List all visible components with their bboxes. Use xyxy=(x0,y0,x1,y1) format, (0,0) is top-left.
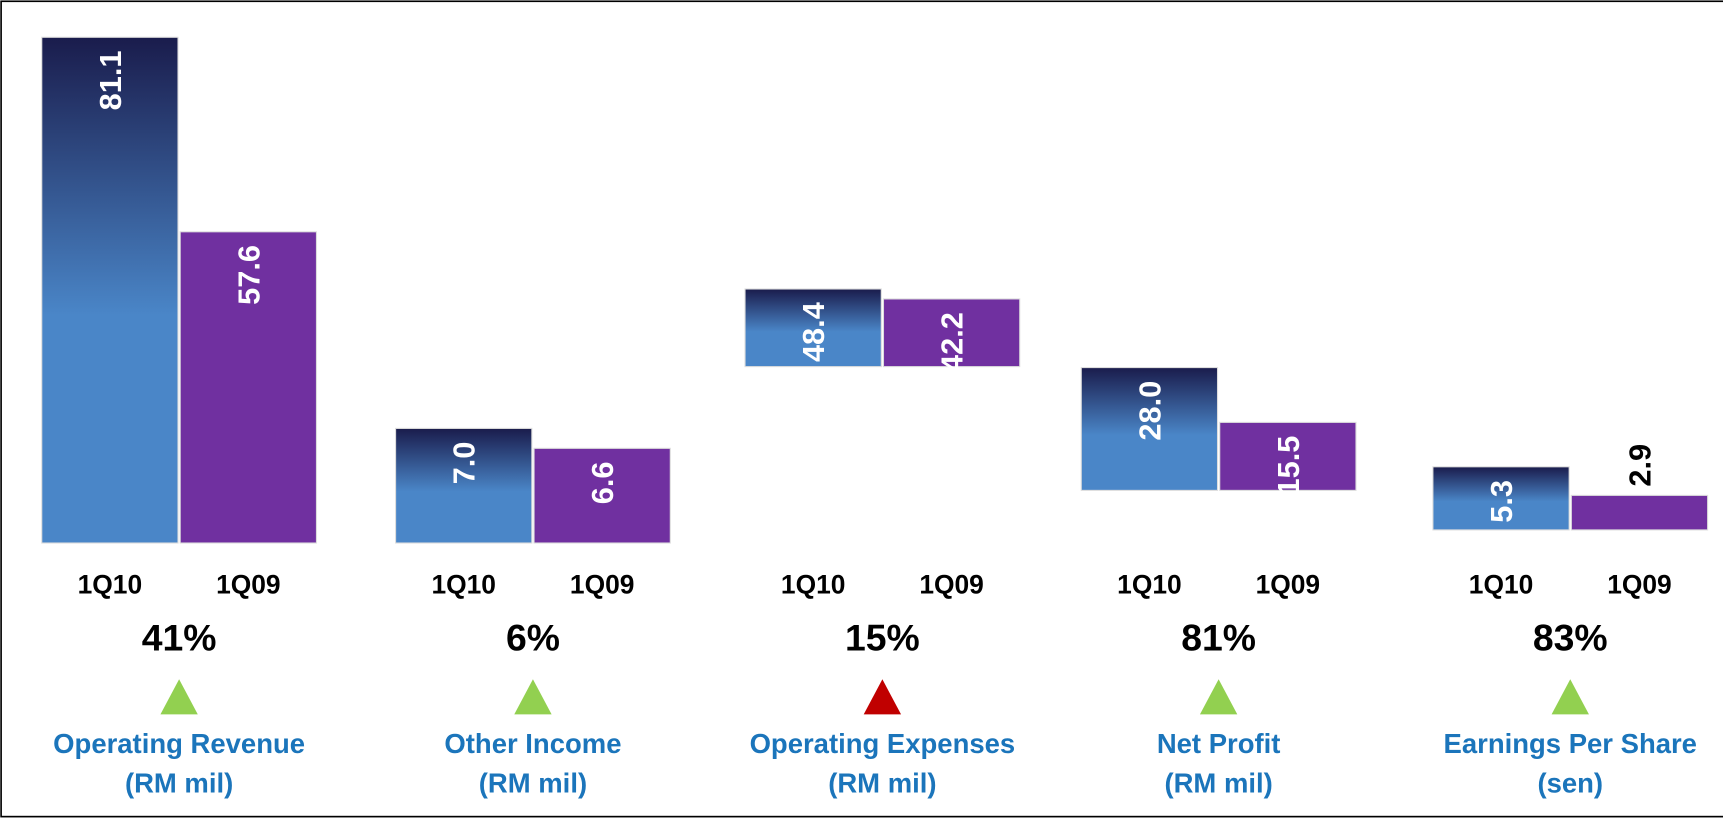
value-label: 57.6 xyxy=(231,245,266,305)
category-label: 1Q10 xyxy=(781,570,845,600)
category-label: 1Q09 xyxy=(1256,570,1320,600)
change-label: 81% xyxy=(1181,617,1256,659)
trend-arrow xyxy=(1199,679,1238,715)
category-label: 1Q10 xyxy=(431,570,495,600)
category-label: 1Q09 xyxy=(1607,570,1671,600)
value-label: 6.6 xyxy=(585,462,620,505)
value-label: 15.5 xyxy=(1271,436,1306,496)
chart-title: Earnings Per Share xyxy=(1444,728,1697,759)
chart-title: Net Profit xyxy=(1157,728,1281,759)
chart-subtitle: (sen) xyxy=(1537,767,1603,798)
category-label: 1Q09 xyxy=(216,570,280,600)
category-label: 1Q10 xyxy=(1469,570,1533,600)
trend-arrow xyxy=(514,679,552,715)
chart-title: Operating Revenue xyxy=(53,728,305,759)
chart-title: Operating Expenses xyxy=(750,728,1016,759)
chart-title: Other Income xyxy=(444,728,621,759)
value-label: 48.4 xyxy=(796,302,831,362)
category-label: 1Q09 xyxy=(919,570,983,600)
trend-arrow xyxy=(1551,679,1589,715)
bar xyxy=(1219,421,1357,491)
bar xyxy=(744,288,882,368)
category-label: 1Q10 xyxy=(1117,570,1181,600)
value-label: 42.2 xyxy=(935,312,970,372)
bar xyxy=(1570,494,1709,531)
chart-subtitle: (RM mil) xyxy=(828,767,936,798)
trend-arrow xyxy=(160,679,198,715)
value-label: 7.0 xyxy=(447,442,482,485)
chart-subtitle: (RM mil) xyxy=(1164,767,1272,798)
value-label: 2.9 xyxy=(1622,444,1657,487)
category-label: 1Q10 xyxy=(78,570,142,600)
trend-arrow xyxy=(863,679,902,715)
category-label: 1Q09 xyxy=(570,570,634,600)
bar xyxy=(395,427,533,544)
change-label: 15% xyxy=(845,617,920,659)
change-label: 6% xyxy=(506,617,560,659)
bar xyxy=(41,36,179,544)
value-label: 28.0 xyxy=(1132,381,1167,441)
value-label: 5.3 xyxy=(1484,480,1519,523)
change-label: 83% xyxy=(1533,617,1608,659)
change-label: 41% xyxy=(142,617,217,659)
chart-subtitle: (RM mil) xyxy=(125,767,233,798)
bar xyxy=(1432,466,1570,531)
value-label: 81.1 xyxy=(93,50,128,110)
bar xyxy=(882,298,1021,368)
bar xyxy=(533,447,671,544)
bar xyxy=(179,231,318,544)
chart-subtitle: (RM mil) xyxy=(479,767,587,798)
bar xyxy=(1080,367,1219,491)
